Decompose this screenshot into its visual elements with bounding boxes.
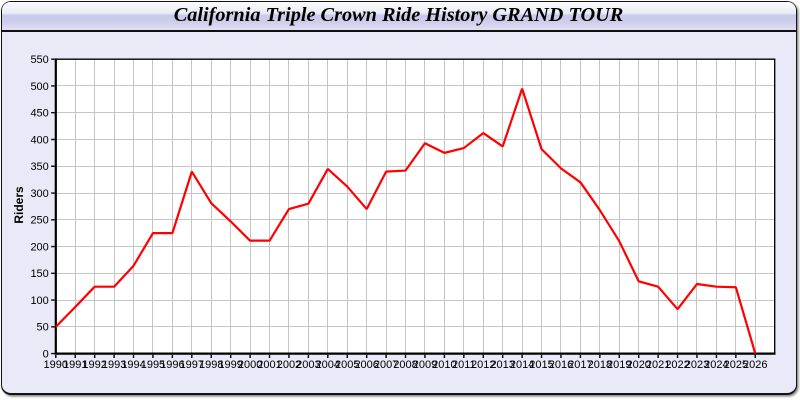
svg-text:500: 500 (30, 81, 48, 93)
svg-text:2022: 2022 (665, 359, 689, 371)
svg-text:2017: 2017 (568, 359, 592, 371)
svg-text:2001: 2001 (257, 359, 281, 371)
svg-text:2016: 2016 (549, 359, 573, 371)
svg-text:2003: 2003 (296, 359, 320, 371)
svg-text:150: 150 (30, 268, 48, 280)
svg-text:1991: 1991 (63, 359, 87, 371)
svg-text:1990: 1990 (44, 359, 68, 371)
svg-text:250: 250 (30, 215, 48, 227)
svg-text:2026: 2026 (743, 359, 767, 371)
svg-text:550: 550 (30, 54, 48, 66)
svg-text:1996: 1996 (160, 359, 184, 371)
svg-text:2020: 2020 (626, 359, 650, 371)
svg-text:2006: 2006 (354, 359, 378, 371)
svg-text:2004: 2004 (316, 359, 340, 371)
svg-text:2024: 2024 (704, 359, 728, 371)
svg-text:2015: 2015 (529, 359, 553, 371)
svg-text:2010: 2010 (432, 359, 456, 371)
svg-text:200: 200 (30, 241, 48, 253)
svg-text:1993: 1993 (102, 359, 126, 371)
svg-text:2005: 2005 (335, 359, 359, 371)
svg-text:1995: 1995 (141, 359, 165, 371)
svg-text:1999: 1999 (218, 359, 242, 371)
svg-text:400: 400 (30, 134, 48, 146)
svg-text:2014: 2014 (510, 359, 534, 371)
svg-text:2021: 2021 (646, 359, 670, 371)
svg-text:1994: 1994 (121, 359, 145, 371)
svg-text:Riders: Riders (12, 186, 26, 224)
svg-text:1997: 1997 (180, 359, 204, 371)
svg-text:2025: 2025 (724, 359, 748, 371)
svg-text:450: 450 (30, 108, 48, 120)
svg-text:1998: 1998 (199, 359, 223, 371)
svg-text:2011: 2011 (452, 359, 476, 371)
svg-text:2000: 2000 (238, 359, 262, 371)
svg-text:100: 100 (30, 295, 48, 307)
svg-text:2009: 2009 (413, 359, 437, 371)
svg-text:2007: 2007 (374, 359, 398, 371)
svg-text:350: 350 (30, 161, 48, 173)
svg-text:2008: 2008 (393, 359, 417, 371)
svg-text:2013: 2013 (490, 359, 514, 371)
svg-text:300: 300 (30, 188, 48, 200)
svg-text:2019: 2019 (607, 359, 631, 371)
svg-text:1992: 1992 (82, 359, 106, 371)
svg-text:2023: 2023 (685, 359, 709, 371)
svg-text:0: 0 (43, 348, 49, 360)
svg-text:2002: 2002 (277, 359, 301, 371)
svg-text:2018: 2018 (588, 359, 612, 371)
svg-text:2012: 2012 (471, 359, 495, 371)
svg-text:50: 50 (37, 322, 49, 334)
